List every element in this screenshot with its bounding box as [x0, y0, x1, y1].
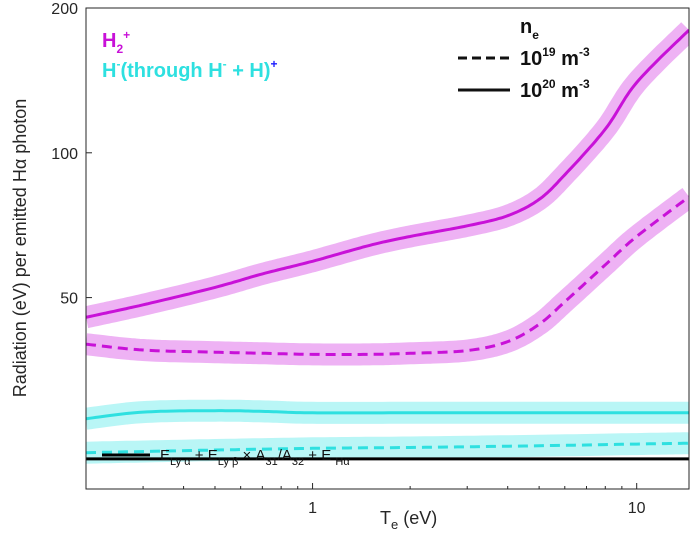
- series-line-0: [86, 28, 689, 319]
- species-legend: H2+ H-(through H- + H)+: [102, 28, 278, 82]
- legend-h2plus: H2+: [102, 28, 130, 56]
- x-axis-label-unit: (eV): [398, 508, 437, 528]
- density-legend: ne 1019 m-3 1020 m-3: [458, 16, 590, 102]
- series-band-1: [86, 187, 689, 366]
- x-axis-label: Te (eV): [380, 508, 437, 532]
- y-tick-label: 50: [60, 291, 78, 308]
- x-axis-label-sub: e: [391, 517, 398, 532]
- y-tick-label: 200: [51, 1, 78, 18]
- legend-1e20: 1020 m-3: [520, 77, 590, 102]
- series-line-1: [86, 195, 689, 356]
- x-axis-label-main: T: [380, 508, 391, 528]
- baseline-legend: ELy α + ELy β × A31/A32 + E Hα: [102, 447, 350, 468]
- legend-hminus: H-(through H- + H)+: [102, 57, 278, 82]
- x-tick-label: 10: [628, 500, 646, 517]
- legend-1e19: 1019 m-3: [520, 45, 590, 70]
- series-line-2: [86, 409, 689, 421]
- legend-ne-title: ne: [520, 16, 539, 42]
- baseline-legend-text: ELy α + ELy β × A31/A32 + E Hα: [160, 447, 350, 468]
- axes-box: [85, 7, 690, 490]
- x-tick-label: 1: [308, 500, 317, 517]
- axis-ticks: 1 10 50 100 200: [51, 1, 645, 517]
- y-axis-label: Radiation (eV) per emitted Hα photon: [10, 99, 30, 398]
- y-tick-label: 100: [51, 146, 78, 163]
- series-line-3: [86, 441, 689, 455]
- plot-area: [86, 20, 689, 464]
